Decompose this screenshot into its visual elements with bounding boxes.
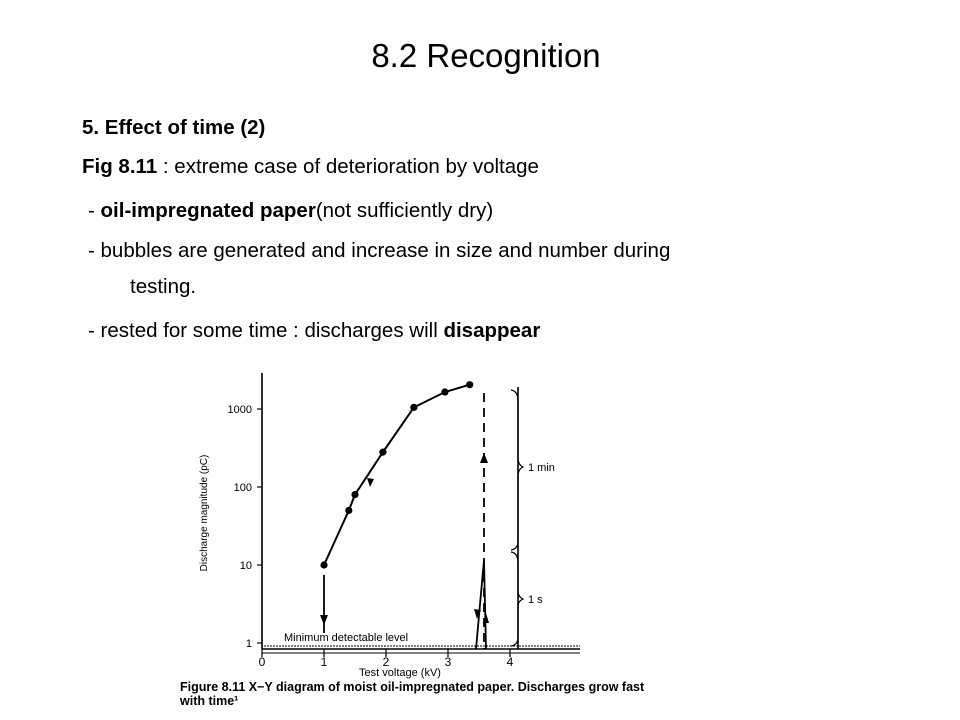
bullet-fig-line: Fig 8.11 : extreme case of deterioration… [82, 154, 539, 180]
x-ticks: 0 1 2 3 4 [259, 649, 514, 669]
minimum-detectable-label: Minimum detectable level [284, 632, 408, 644]
data-point [379, 448, 387, 456]
data-point [441, 388, 449, 396]
bullet-rested-line: - rested for some time : discharges will… [88, 318, 540, 344]
figure-caption-continuation: with time¹ [180, 694, 238, 708]
series-line [323, 383, 470, 566]
y-tick-label: 1000 [228, 404, 252, 416]
x-tick-label: 1 [321, 655, 328, 669]
x-tick-label: 0 [259, 655, 266, 669]
bracket-1min [510, 389, 525, 551]
slide-title: 8.2 Recognition [371, 37, 601, 74]
spike-down-arrow [474, 609, 481, 619]
section-heading: 5. Effect of time (2) [82, 116, 266, 139]
y-axis-label: Discharge magnitude (pC) [199, 455, 210, 572]
x-tick-label: 3 [445, 655, 452, 669]
data-point [466, 381, 474, 389]
drop-arrow-1kv [320, 615, 328, 625]
figure-caption: Figure 8.11 X−Y diagram of moist oil-imp… [180, 680, 645, 694]
x-tick-label: 4 [507, 655, 514, 669]
bracket-1s-label: 1 s [528, 594, 543, 606]
bullet-bubbles-continuation: testing. [130, 275, 197, 298]
data-point [345, 506, 353, 515]
paper-note: (not sufficiently dry) [315, 199, 494, 222]
disappear-term: disappear [443, 319, 541, 342]
fig-description: : extreme case of deterioration by volta… [157, 155, 539, 178]
spike-up-arrow [483, 613, 489, 623]
bullet-paper-line: - oil-impregnated paper(not sufficiently… [88, 198, 493, 224]
caption-label: Figure 8.11 [180, 680, 245, 694]
data-point [410, 403, 418, 411]
data-point [320, 561, 328, 569]
caption-text: X−Y diagram of moist oil-impregnated pap… [245, 680, 645, 694]
dashed-up-arrow [480, 453, 488, 463]
fig-reference: Fig 8.11 [82, 155, 158, 178]
x-axis-label: Test voltage (kV) [359, 667, 441, 679]
y-ticks: 1 10 100 1000 [228, 404, 262, 650]
data-point [351, 490, 359, 499]
bullet-bubbles-line: - bubbles are generated and increase in … [88, 239, 671, 262]
y-tick-label: 1 [246, 638, 252, 650]
bracket-1s [510, 551, 525, 647]
x-tick-label: 2 [383, 655, 390, 669]
paper-term: oil-impregnated paper [100, 199, 316, 222]
y-tick-label: 100 [234, 482, 252, 494]
y-tick-label: 10 [240, 560, 252, 572]
bracket-1min-label: 1 min [528, 462, 555, 474]
curve-arrow [367, 478, 374, 487]
rested-text: - rested for some time : discharges will [88, 319, 444, 342]
bullet-dash: - [88, 199, 101, 222]
series-points [320, 381, 474, 569]
